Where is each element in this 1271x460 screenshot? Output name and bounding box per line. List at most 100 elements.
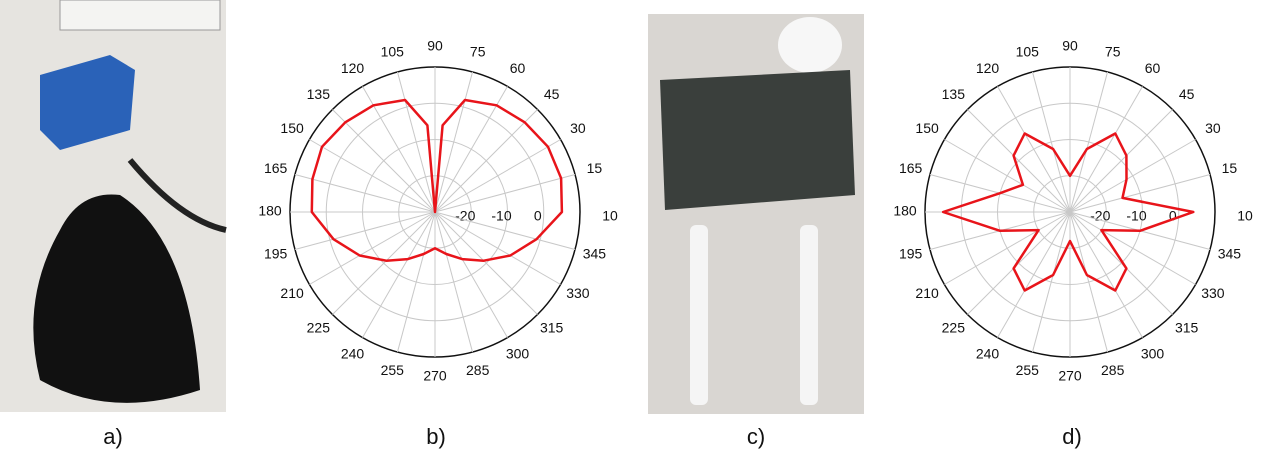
theta-tick-label: 75 bbox=[470, 43, 486, 59]
grid-spoke bbox=[396, 211, 436, 353]
pattern-line bbox=[310, 98, 564, 262]
grid-spoke bbox=[434, 86, 508, 213]
r-tick-label: 0 bbox=[534, 208, 542, 224]
theta-tick-label: 240 bbox=[976, 346, 1000, 362]
r-tick-label: -10 bbox=[491, 208, 511, 224]
theta-tick-label: 90 bbox=[427, 38, 443, 54]
theta-tick-label: 105 bbox=[381, 43, 405, 59]
theta-tick-label: 300 bbox=[506, 346, 530, 362]
grid-spoke bbox=[1069, 211, 1109, 353]
grid-spoke bbox=[1069, 139, 1196, 213]
theta-tick-label: 330 bbox=[1201, 285, 1225, 301]
theta-tick-label: 180 bbox=[893, 203, 917, 219]
photo-a bbox=[0, 0, 227, 412]
theta-tick-label: 30 bbox=[1205, 120, 1221, 136]
theta-tick-label: 120 bbox=[341, 60, 365, 76]
theta-tick-label: 210 bbox=[915, 285, 939, 301]
grid-spoke bbox=[294, 211, 436, 251]
caption: b) bbox=[426, 424, 446, 449]
theta-tick-label: 105 bbox=[1016, 43, 1040, 59]
theta-tick-label: 315 bbox=[540, 319, 564, 335]
theta-tick-label: 240 bbox=[341, 346, 365, 362]
pattern-line bbox=[941, 132, 1195, 292]
grid-spoke bbox=[294, 173, 436, 213]
theta-tick-label: 150 bbox=[280, 120, 304, 136]
photo-c bbox=[648, 14, 864, 414]
grid-spoke bbox=[1069, 211, 1143, 338]
r-tick-label: 10 bbox=[1237, 208, 1253, 224]
theta-tick-label: 60 bbox=[1145, 60, 1161, 76]
grid-spoke bbox=[1069, 211, 1173, 315]
grid-spoke bbox=[434, 211, 576, 251]
caption: a) bbox=[103, 424, 123, 449]
theta-tick-label: 135 bbox=[942, 86, 966, 102]
theta-tick-label: 45 bbox=[1179, 86, 1195, 102]
theta-tick-label: 285 bbox=[466, 362, 490, 378]
theta-tick-label: 345 bbox=[1218, 245, 1242, 261]
grid-spoke bbox=[332, 211, 436, 315]
theta-tick-label: 270 bbox=[1058, 368, 1082, 384]
theta-tick-label: 330 bbox=[566, 285, 590, 301]
theta-tick-label: 195 bbox=[899, 245, 923, 261]
theta-tick-label: 30 bbox=[570, 120, 586, 136]
grid-spoke bbox=[396, 71, 436, 213]
theta-tick-label: 255 bbox=[381, 362, 405, 378]
grid-spoke bbox=[434, 71, 474, 213]
theta-tick-label: 90 bbox=[1062, 38, 1078, 54]
theta-tick-label: 15 bbox=[1222, 160, 1238, 176]
theta-tick-label: 15 bbox=[587, 160, 603, 176]
theta-tick-label: 165 bbox=[264, 160, 288, 176]
grid-spoke bbox=[434, 173, 576, 213]
r-tick-label: -20 bbox=[455, 208, 475, 224]
r-tick-label: -10 bbox=[1126, 208, 1146, 224]
grid-spoke bbox=[944, 211, 1071, 285]
grid-spoke bbox=[434, 211, 508, 338]
grid-spoke bbox=[1031, 71, 1071, 213]
grid-spoke bbox=[362, 86, 436, 213]
grid-spoke bbox=[434, 211, 561, 285]
theta-tick-label: 225 bbox=[307, 319, 331, 335]
theta-tick-label: 120 bbox=[976, 60, 1000, 76]
grid-spoke bbox=[1069, 71, 1109, 213]
grid-spoke bbox=[434, 109, 538, 213]
theta-tick-label: 210 bbox=[280, 285, 304, 301]
theta-tick-label: 300 bbox=[1141, 346, 1165, 362]
theta-tick-label: 75 bbox=[1105, 43, 1121, 59]
grid-spoke bbox=[944, 139, 1071, 213]
r-tick-label: 10 bbox=[602, 208, 618, 224]
theta-tick-label: 315 bbox=[1175, 319, 1199, 335]
grid-spoke bbox=[967, 211, 1071, 315]
theta-tick-label: 270 bbox=[423, 368, 447, 384]
r-tick-label: -20 bbox=[1090, 208, 1110, 224]
theta-tick-label: 45 bbox=[544, 86, 560, 102]
caption: c) bbox=[747, 424, 765, 449]
grid-spoke bbox=[434, 211, 474, 353]
grid-spoke bbox=[332, 109, 436, 213]
grid-spoke bbox=[967, 109, 1071, 213]
grid-spoke bbox=[1031, 211, 1071, 353]
grid-spoke bbox=[362, 211, 436, 338]
theta-tick-label: 150 bbox=[915, 120, 939, 136]
grid-spoke bbox=[997, 86, 1071, 213]
r-tick-label: 0 bbox=[1169, 208, 1177, 224]
grid-spoke bbox=[309, 211, 436, 285]
grid-spoke bbox=[1069, 109, 1173, 213]
caption: d) bbox=[1062, 424, 1082, 449]
theta-tick-label: 180 bbox=[258, 203, 282, 219]
theta-tick-label: 60 bbox=[510, 60, 526, 76]
grid-spoke bbox=[1069, 173, 1211, 213]
theta-tick-label: 165 bbox=[899, 160, 923, 176]
theta-tick-label: 285 bbox=[1101, 362, 1125, 378]
grid-spoke bbox=[309, 139, 436, 213]
grid-spoke bbox=[1069, 211, 1196, 285]
grid-spoke bbox=[1069, 86, 1143, 213]
grid-spoke bbox=[434, 211, 538, 315]
theta-tick-label: 255 bbox=[1016, 362, 1040, 378]
theta-tick-label: 195 bbox=[264, 245, 288, 261]
theta-tick-label: 345 bbox=[583, 245, 607, 261]
grid-spoke bbox=[997, 211, 1071, 338]
theta-tick-label: 225 bbox=[942, 319, 966, 335]
theta-tick-label: 135 bbox=[307, 86, 331, 102]
